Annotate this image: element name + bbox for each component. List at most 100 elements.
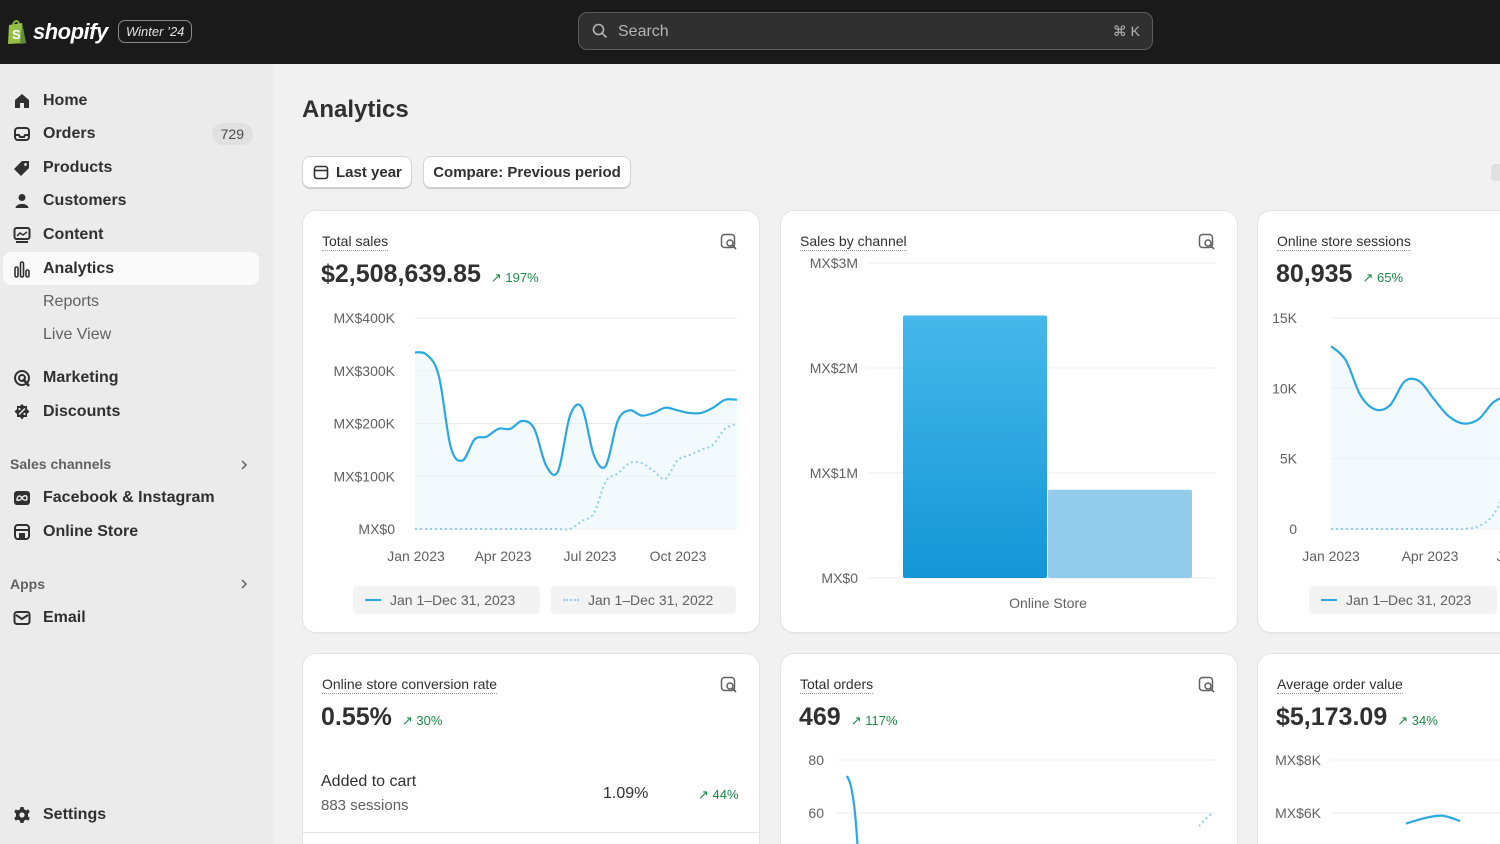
sidebar-item-facebook-instagram[interactable]: Facebook & Instagram: [3, 481, 259, 514]
sidebar-item-products[interactable]: Products: [3, 151, 259, 184]
y-tick-label: 0: [1289, 521, 1297, 537]
x-tick-label: Apr 2023: [1402, 548, 1459, 564]
sidebar-item-customers[interactable]: Customers: [3, 184, 259, 217]
sidebar-item-settings[interactable]: Settings: [3, 798, 259, 831]
sales-by-channel-chart: MX$3M MX$2M MX$1M MX$0 Online Store: [810, 255, 1215, 611]
delta-value: 197%: [505, 270, 539, 285]
funnel-step-rate: 1.09%: [603, 785, 649, 802]
legend-current[interactable]: Jan 1–Dec 31, 2023: [1309, 586, 1497, 614]
x-tick-label: Jan 2023: [1302, 548, 1360, 564]
compare-button[interactable]: Compare: Previous period: [423, 156, 631, 188]
conversion-value: 0.55%: [321, 703, 392, 731]
y-tick-label: MX$200K: [334, 416, 396, 432]
card-title[interactable]: Average order value: [1277, 676, 1403, 694]
delta-value: 30%: [416, 713, 443, 728]
y-tick-label: MX$0: [821, 570, 858, 586]
y-tick-label: 60: [808, 805, 824, 821]
email-icon: [13, 611, 31, 625]
series-line-previous: [415, 422, 738, 531]
sidebar-item-online-store[interactable]: Online Store: [3, 515, 259, 548]
series-area: [415, 352, 737, 529]
explore-icon[interactable]: [720, 676, 738, 694]
explore-icon[interactable]: [1198, 233, 1216, 251]
page-title: Analytics: [302, 96, 409, 123]
sidebar-item-label: Orders: [43, 124, 96, 142]
sidebar-item-live-view[interactable]: Live View: [3, 318, 259, 351]
sidebar-item-reports[interactable]: Reports: [3, 285, 259, 318]
bar: [1048, 489, 1192, 578]
explore-icon[interactable]: [1198, 676, 1216, 694]
sidebar-item-home[interactable]: Home: [3, 84, 259, 117]
legend-previous[interactable]: Jan 1–Dec 31, 2022: [551, 586, 736, 614]
chevron-right-icon[interactable]: [239, 579, 249, 589]
card-title[interactable]: Total sales: [322, 233, 389, 251]
brand-name: shopify: [33, 18, 108, 44]
x-tick-label: Jan 2023: [387, 548, 445, 564]
sidebar-item-label: Online Store: [43, 522, 139, 540]
delta-badge: ↗ 117%: [850, 713, 898, 728]
x-tick-label: Jul 2023: [1497, 548, 1500, 564]
y-tick-label: MX$8K: [1275, 752, 1322, 768]
sidebar-item-content[interactable]: Content: [3, 218, 259, 251]
top-bar: S shopify Winter ’24 Search ⌘ K: [0, 0, 1500, 64]
aov-chart: MX$8K MX$6K: [1275, 752, 1500, 825]
sidebar: Home Orders 729 Products Customers Conte…: [0, 64, 273, 844]
card-title[interactable]: Sales by channel: [800, 233, 907, 251]
explore-icon[interactable]: [720, 233, 738, 251]
total-orders-card: Total orders 469 ↗ 117% 80 60: [781, 654, 1237, 844]
card-title[interactable]: Online store sessions: [1277, 233, 1411, 251]
sidebar-item-analytics[interactable]: Analytics: [3, 252, 259, 285]
sales-by-channel-card: Sales by channel MX$3M MX$2M MX$1M MX$0 Onli…: [781, 211, 1237, 632]
search-input[interactable]: Search ⌘ K: [578, 12, 1153, 50]
total-sales-chart: MX$400K MX$300K MX$200K MX$100K MX$0 Jan 2023…: [334, 310, 738, 564]
sidebar-item-orders[interactable]: Orders 729: [3, 117, 259, 150]
svg-text:S: S: [12, 27, 21, 42]
chevron-right-icon[interactable]: [239, 460, 249, 470]
total-sales-card: Total sales $2,508,639.85 ↗ 197% MX$400K…: [303, 211, 759, 632]
sidebar-item-email[interactable]: Email: [3, 601, 259, 634]
delta-value: 117%: [865, 713, 898, 728]
funnel-step-label: Added to cart: [321, 773, 417, 790]
y-tick-label: MX$100K: [334, 468, 396, 484]
series-line-previous: [1198, 812, 1214, 827]
sidebar-item-label: Products: [43, 158, 113, 176]
sidebar-item-discounts[interactable]: Discounts: [3, 395, 259, 428]
date-range-button[interactable]: Last year: [302, 156, 412, 188]
sidebar-item-label: Home: [43, 91, 88, 109]
person-icon: [15, 194, 29, 208]
shopify-bag-icon: S: [8, 20, 26, 44]
y-tick-label: 10K: [1272, 380, 1298, 396]
date-range-label: Last year: [336, 163, 402, 181]
sidebar-item-marketing[interactable]: Marketing: [3, 361, 259, 394]
edition-badge[interactable]: Winter ’24: [118, 20, 193, 43]
legend-label: Jan 1–Dec 31, 2023: [390, 592, 516, 608]
delta-badge: ↗ 34%: [1397, 713, 1438, 728]
sidebar-item-label: Marketing: [43, 368, 119, 386]
delta-value: 34%: [1411, 713, 1438, 728]
card-title[interactable]: Total orders: [800, 676, 874, 694]
y-tick-label: MX$0: [358, 521, 395, 537]
delta-badge: ↗ 30%: [401, 713, 443, 728]
divider: [303, 832, 759, 833]
legend-dotted-icon: [563, 599, 579, 601]
legend-line-icon: [1321, 599, 1337, 601]
total-orders-value: 469: [799, 703, 841, 731]
metric-value: $5,173.09 ↗ 34%: [1276, 703, 1438, 732]
x-tick-label: Jul 2023: [564, 548, 617, 564]
toolbar-button-partial[interactable]: [1491, 164, 1500, 181]
sidebar-item-label: Content: [43, 225, 104, 243]
discount-icon: [14, 404, 30, 420]
store-icon: [14, 524, 30, 540]
shopify-logo[interactable]: S shopify: [6, 18, 108, 45]
metric-value: $2,508,639.85 ↗ 197%: [321, 260, 539, 289]
home-icon: [15, 94, 29, 108]
legend-current[interactable]: Jan 1–Dec 31, 2023: [353, 586, 540, 614]
calendar-icon: [313, 165, 329, 180]
sessions-chart: 15K 10K 5K 0 Jan 2023 Apr 2023 Jul 2023: [1272, 310, 1500, 564]
sales-channels-heading[interactable]: Sales channels: [10, 456, 112, 472]
meta-icon: [14, 491, 30, 505]
sidebar-item-label: Settings: [43, 805, 107, 823]
apps-heading[interactable]: Apps: [10, 576, 45, 592]
card-title[interactable]: Online store conversion rate: [322, 676, 498, 694]
metric-value: 469 ↗ 117%: [799, 703, 898, 732]
